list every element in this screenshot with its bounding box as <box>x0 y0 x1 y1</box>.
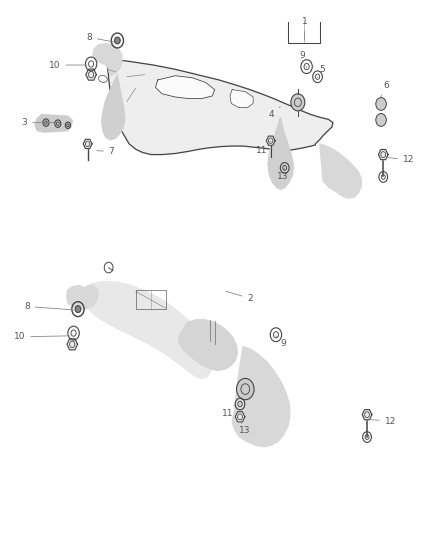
Polygon shape <box>235 411 245 422</box>
Polygon shape <box>93 44 122 76</box>
Polygon shape <box>320 144 361 198</box>
Text: 8: 8 <box>24 302 75 311</box>
Text: 3: 3 <box>21 118 54 127</box>
Text: 9: 9 <box>299 52 307 68</box>
Text: 13: 13 <box>239 421 250 435</box>
Circle shape <box>376 114 386 126</box>
Polygon shape <box>67 339 78 350</box>
Text: 2: 2 <box>226 291 253 303</box>
Polygon shape <box>232 346 290 447</box>
Text: 5: 5 <box>318 65 325 77</box>
Text: 11: 11 <box>256 141 271 155</box>
Polygon shape <box>35 115 72 132</box>
Text: 11: 11 <box>222 405 234 417</box>
Text: 13: 13 <box>277 168 288 181</box>
Circle shape <box>237 378 254 400</box>
Polygon shape <box>266 136 275 146</box>
Text: 10: 10 <box>49 61 87 69</box>
Text: 1: 1 <box>301 17 307 40</box>
Polygon shape <box>362 409 372 420</box>
Circle shape <box>115 37 120 44</box>
Polygon shape <box>179 320 237 370</box>
Text: 12: 12 <box>370 417 396 425</box>
Circle shape <box>75 306 81 312</box>
Circle shape <box>291 94 305 111</box>
Polygon shape <box>86 69 96 80</box>
Text: 6: 6 <box>380 81 389 99</box>
Polygon shape <box>83 139 92 149</box>
Text: 8: 8 <box>86 33 115 42</box>
Text: 4: 4 <box>269 107 280 119</box>
Circle shape <box>376 98 386 110</box>
Polygon shape <box>102 75 125 140</box>
Polygon shape <box>230 90 253 108</box>
Polygon shape <box>107 60 333 155</box>
Polygon shape <box>378 149 388 160</box>
Polygon shape <box>268 117 293 189</box>
Polygon shape <box>67 286 99 309</box>
Text: 10: 10 <box>14 333 70 341</box>
Text: 12: 12 <box>387 156 414 164</box>
Polygon shape <box>155 76 215 99</box>
Text: 9: 9 <box>276 336 286 348</box>
Polygon shape <box>79 281 211 378</box>
Text: 7: 7 <box>97 148 114 156</box>
